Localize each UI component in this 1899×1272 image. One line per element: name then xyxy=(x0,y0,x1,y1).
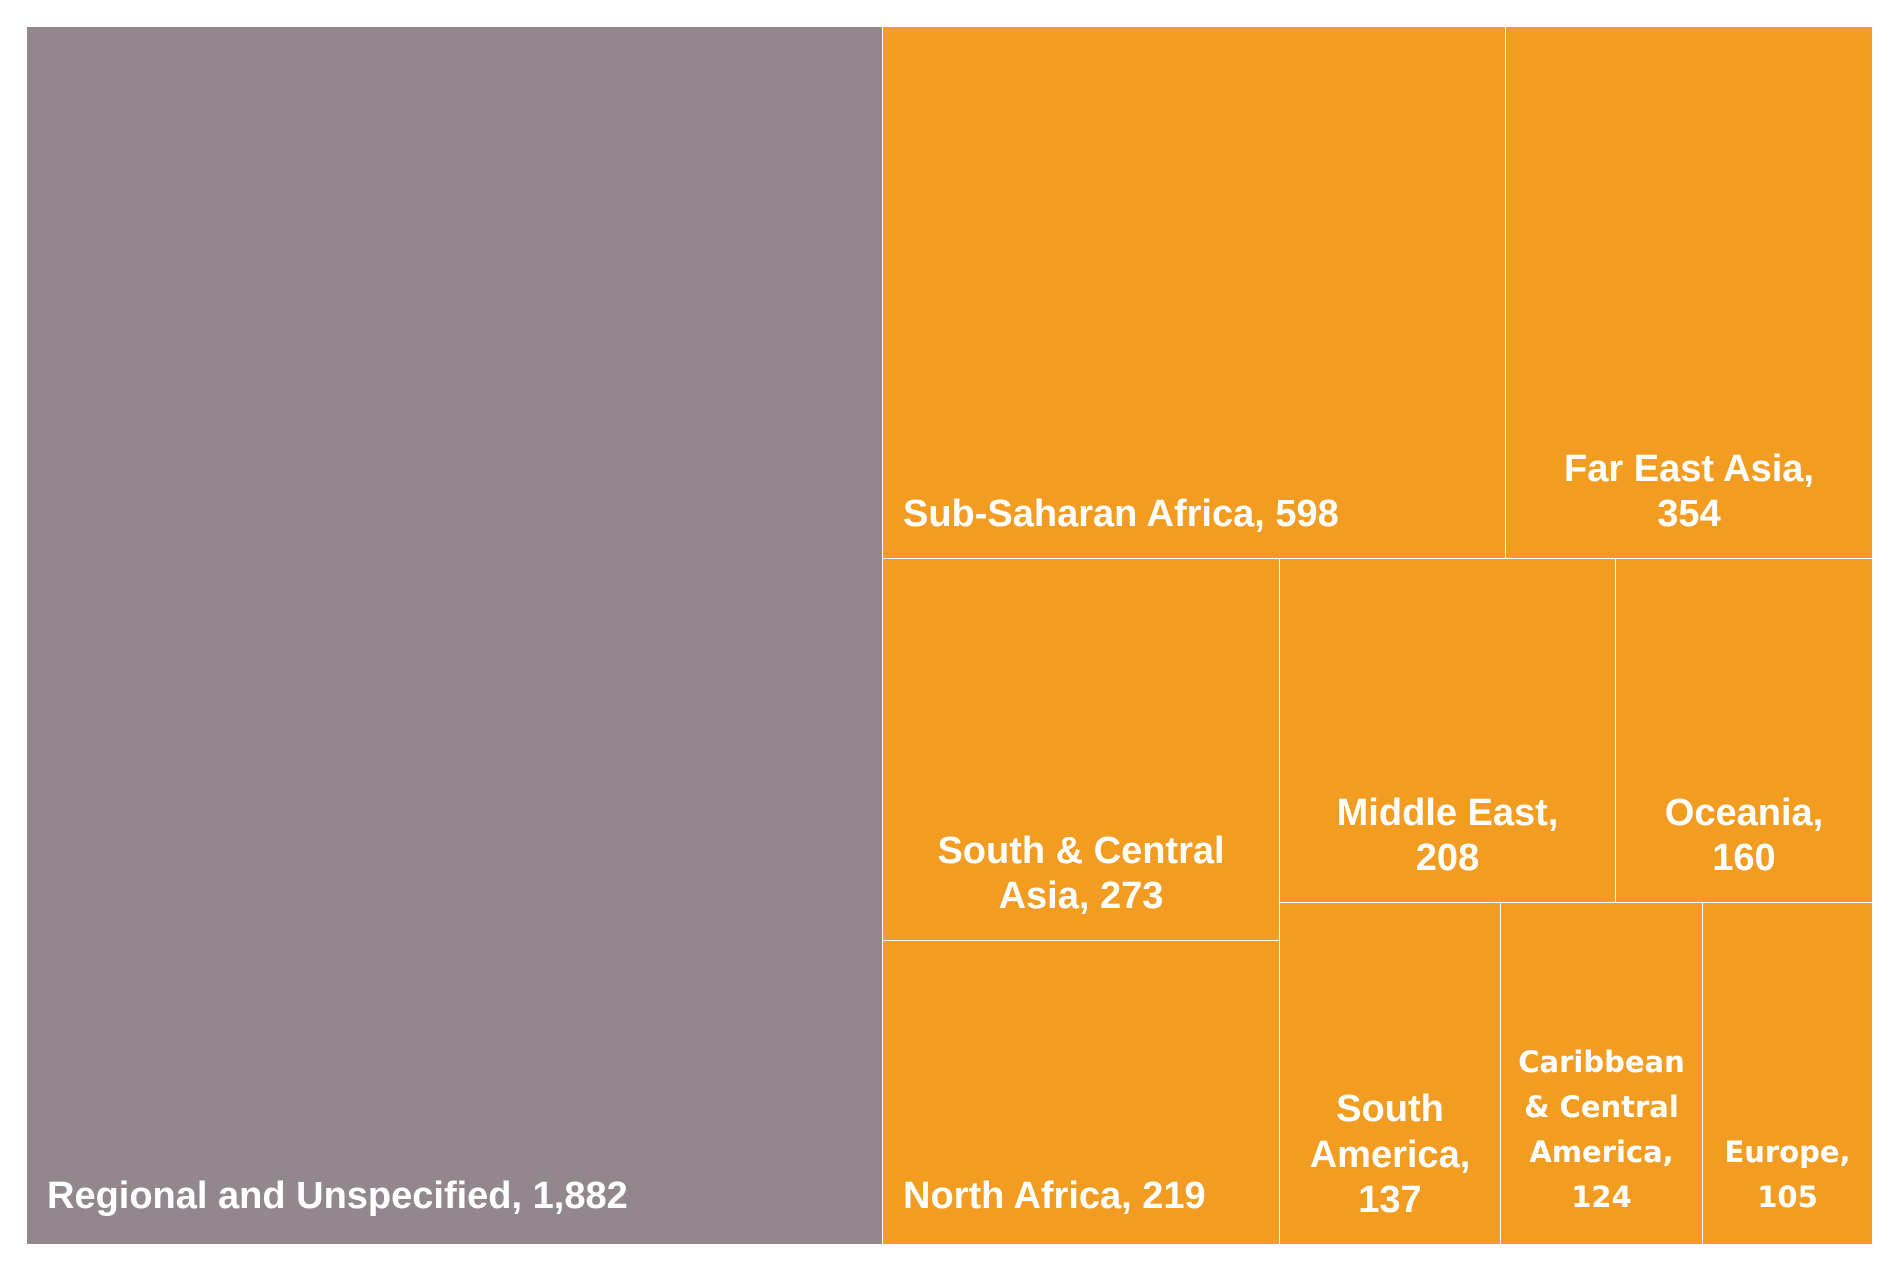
treemap-cell-caribbean-and-central-america: Caribbean & Central America, 124 xyxy=(1501,903,1703,1245)
treemap-label-line: & Central xyxy=(1524,1090,1679,1125)
treemap-label-line: Regional and Unspecified, 1,882 xyxy=(47,1175,628,1218)
treemap-label-line: 160 xyxy=(1712,837,1776,880)
treemap-label-line: 124 xyxy=(1571,1180,1632,1215)
treemap-label-line: Oceania, xyxy=(1664,791,1824,834)
treemap-label-south-america: South America, 137 xyxy=(1310,1087,1471,1224)
treemap-label-line: Caribbean xyxy=(1518,1045,1685,1080)
treemap-label-line: 105 xyxy=(1757,1180,1818,1215)
treemap-cell-oceania: Oceania, 160 xyxy=(1616,559,1873,903)
treemap-label-line: 354 xyxy=(1657,493,1721,536)
treemap-cell-middle-east: Middle East, 208 xyxy=(1280,559,1616,903)
treemap-cell-south-and-central-asia: South & Central Asia, 273 xyxy=(883,559,1280,941)
treemap-label-far-east-asia: Far East Asia, 354 xyxy=(1564,447,1814,538)
treemap-cell-regional-and-unspecified: Regional and Unspecified, 1,882 xyxy=(27,27,883,1245)
treemap-cell-europe: Europe, 105 xyxy=(1703,903,1873,1245)
treemap-label-oceania: Oceania, 160 xyxy=(1665,791,1823,882)
treemap-label-line: Sub-Saharan Africa, 598 xyxy=(903,493,1339,536)
treemap-cell-sub-saharan-africa: Sub-Saharan Africa, 598 xyxy=(883,27,1506,559)
treemap-label-line: America, xyxy=(1529,1135,1674,1170)
treemap-label-south-and-central-asia: South & Central Asia, 273 xyxy=(937,829,1224,920)
treemap-label-line: America, xyxy=(1309,1133,1471,1176)
treemap-label-line: Europe, xyxy=(1724,1135,1851,1170)
treemap-label-middle-east: Middle East, 208 xyxy=(1337,791,1559,882)
treemap-label-line: 208 xyxy=(1415,837,1480,880)
treemap-label-line: Asia, 273 xyxy=(998,875,1164,918)
treemap-cell-south-america: South America, 137 xyxy=(1280,903,1501,1245)
treemap-label-caribbean-and-central-america: Caribbean & Central America, 124 xyxy=(1518,1040,1685,1220)
treemap-cell-far-east-asia: Far East Asia, 354 xyxy=(1506,27,1873,559)
treemap-label-line: South & Central xyxy=(937,829,1225,872)
treemap-label-line: Far East Asia, xyxy=(1564,447,1814,490)
treemap-label-line: 137 xyxy=(1358,1179,1422,1222)
treemap-label-line: Middle East, xyxy=(1336,791,1559,834)
treemap-label-line: South xyxy=(1336,1088,1444,1131)
treemap-cell-north-africa: North Africa, 219 xyxy=(883,941,1280,1245)
treemap-label-line: North Africa, 219 xyxy=(903,1175,1206,1218)
treemap-label-europe: Europe, 105 xyxy=(1724,1130,1850,1220)
treemap-label-regional-and-unspecified: Regional and Unspecified, 1,882 xyxy=(47,1174,628,1220)
treemap-label-sub-saharan-africa: Sub-Saharan Africa, 598 xyxy=(903,492,1339,538)
treemap-label-north-africa: North Africa, 219 xyxy=(903,1174,1206,1220)
